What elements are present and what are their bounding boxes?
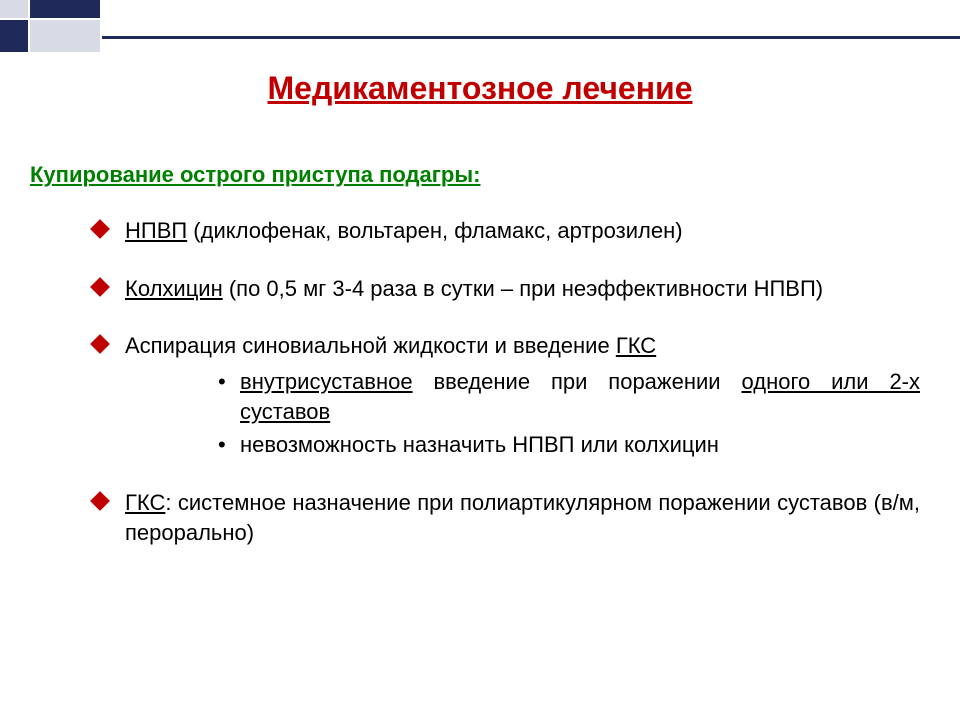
sub-list-item: невозможность назначить НПВП или колхици…: [240, 430, 920, 460]
list-item: Колхицин (по 0,5 мг 3-4 раза в сутки – п…: [125, 274, 930, 304]
list-item: НПВП (диклофенак, вольтарен, фламакс, ар…: [125, 216, 930, 246]
sub-list-item: внутрисуставное введение при поражении о…: [240, 367, 920, 426]
slide-title: Медикаментозное лечение: [30, 70, 930, 107]
slide-body: Медикаментозное лечение Купирование остр…: [30, 70, 930, 576]
list-item: Аспирация синовиальной жидкости и введен…: [125, 331, 930, 460]
sub-list: внутрисуставное введение при поражении о…: [125, 367, 920, 460]
bullet-list: НПВП (диклофенак, вольтарен, фламакс, ар…: [30, 216, 930, 548]
list-item: ГКС: системное назначение при полиартику…: [125, 488, 930, 547]
section-subtitle: Купирование острого приступа подагры:: [30, 162, 930, 188]
